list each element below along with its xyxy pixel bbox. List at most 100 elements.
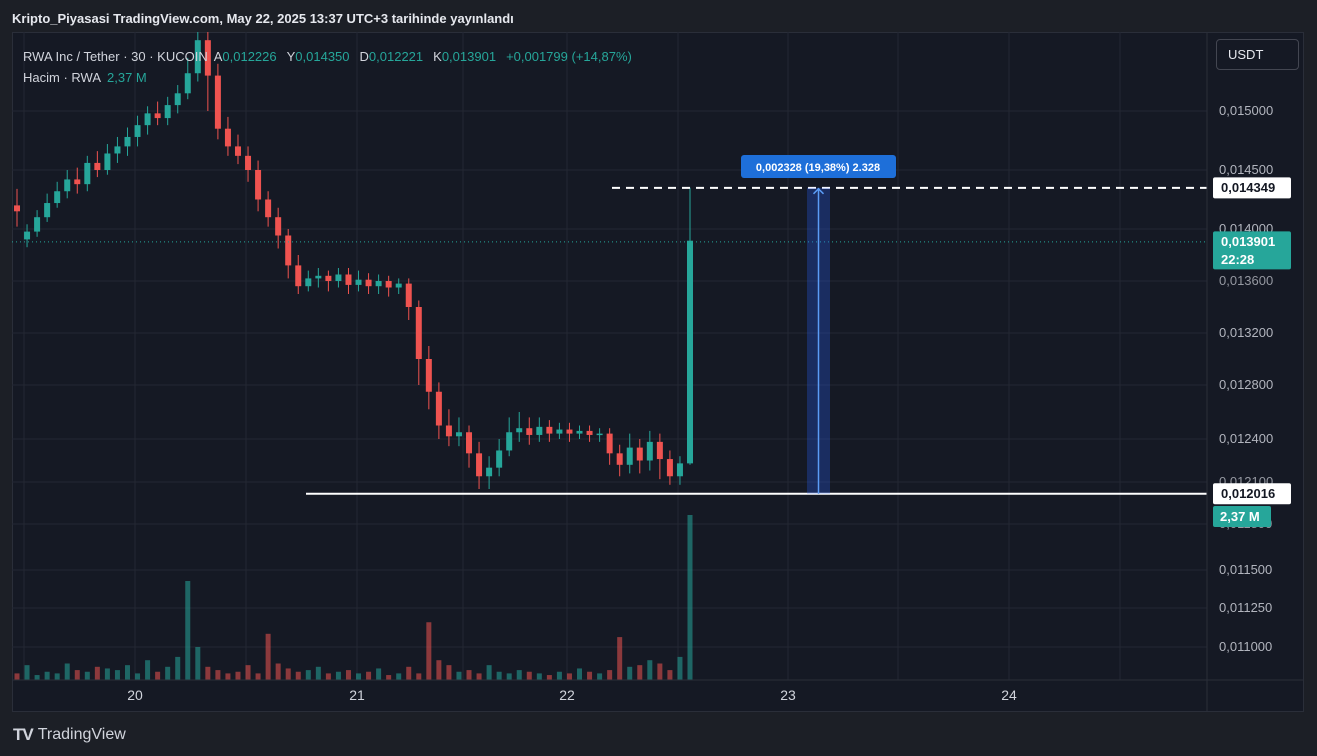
candle (355, 270, 362, 292)
volume-label[interactable]: Hacim · RWA (23, 70, 101, 85)
volume-bar (426, 622, 432, 680)
support-price-tag-bg (1213, 483, 1291, 505)
candle (265, 191, 272, 227)
candle-body (606, 433, 613, 454)
candle-body (616, 453, 623, 465)
volume-bar (305, 670, 311, 680)
candle (566, 422, 573, 442)
candle-body (636, 447, 643, 461)
candle-body (54, 191, 61, 204)
candle (586, 425, 593, 442)
candle-body (576, 430, 583, 434)
candle-body (646, 441, 653, 461)
tradingview-logo-icon[interactable]: TV (13, 725, 34, 744)
volume-bar (245, 665, 251, 680)
volume-bar (94, 666, 100, 680)
candle (44, 193, 51, 222)
volume-bar (255, 673, 261, 680)
candle (576, 425, 583, 439)
high-value: 0,014350 (295, 49, 350, 64)
candle (325, 270, 332, 292)
volume-bar (175, 656, 181, 680)
volume-bar (376, 668, 382, 680)
volume-bar (104, 668, 110, 680)
chart-canvas[interactable]: 0,002328 (19,38%) 2.328 0,015000 0,014500… (12, 32, 1304, 712)
candle (516, 412, 523, 442)
price-axis: 0,0150000,0145000,0140000,0136000,013200… (1213, 103, 1291, 654)
candle-body (305, 278, 312, 287)
candle (506, 417, 513, 457)
high-price-tag: 0,014349 (1213, 177, 1291, 199)
low-label: D (359, 49, 369, 64)
time-tick-label: 20 (127, 687, 143, 703)
footer: TV TradingView (13, 725, 126, 745)
volume-bar (345, 670, 351, 680)
candle (255, 160, 262, 212)
candle-body (84, 162, 91, 185)
candle (234, 134, 241, 165)
candle-body (687, 240, 693, 464)
volume-bar (536, 673, 542, 680)
candle (335, 268, 342, 288)
candle-body (214, 75, 221, 129)
candle (395, 278, 402, 294)
candle-body (295, 265, 302, 287)
candle (154, 101, 161, 126)
volume-bar (386, 675, 392, 680)
candle (204, 32, 211, 111)
time-tick-label: 23 (780, 687, 796, 703)
volume-bar (84, 671, 90, 680)
volume-bar (607, 670, 613, 680)
grid (12, 32, 1207, 680)
candle (646, 430, 653, 471)
volume-bar (64, 663, 70, 680)
candle-body (245, 155, 252, 170)
candle (385, 275, 392, 297)
volume-bar (275, 663, 281, 680)
candle (134, 115, 141, 147)
volume-bar (486, 665, 492, 680)
symbol-label[interactable]: RWA Inc / Tether · 30 · KUCOIN (23, 49, 208, 64)
candle-body (184, 73, 191, 94)
volume-bar (396, 673, 402, 680)
volume-bar (285, 668, 291, 680)
candle-body (194, 40, 201, 74)
volume-bar (165, 666, 171, 680)
current-price-tag: 0,013901 22:28 (1213, 231, 1291, 270)
footer-brand[interactable]: TradingView (37, 726, 126, 743)
volume-tag: 2,37 M (1213, 506, 1271, 527)
volume-bar (556, 671, 562, 680)
volume-bar (54, 673, 60, 680)
candle-body (64, 179, 71, 192)
price-tick-label: 0,011000 (1219, 639, 1272, 654)
volume-bar (335, 671, 341, 680)
volume-bar (155, 671, 161, 680)
volume-bar (34, 675, 40, 680)
volume-bar (406, 666, 412, 680)
candle-body (526, 428, 533, 435)
currency-button[interactable]: USDT (1216, 39, 1299, 70)
candle (164, 96, 171, 126)
chart-legend: RWA Inc / Tether · 30 · KUCOIN A0,012226… (23, 46, 632, 88)
volume-bar (185, 581, 191, 680)
candle-body (24, 231, 31, 240)
candle-body (275, 217, 282, 236)
volume-bar (215, 670, 221, 680)
current-price-tag-text: 0,013901 (1221, 234, 1275, 249)
candle-body (164, 105, 171, 119)
volume-bar (436, 660, 442, 680)
candle-body (34, 217, 41, 232)
candle (124, 127, 131, 156)
candle (224, 116, 231, 156)
candle-body (44, 203, 51, 218)
volume-bar (657, 663, 663, 680)
volume-bar (135, 673, 141, 680)
time-axis: 20 21 22 23 24 (12, 32, 1304, 712)
volume-bar (597, 673, 603, 680)
current-price-tag-text: 22:28 (1221, 252, 1254, 267)
candle (54, 181, 61, 208)
volume-bar (647, 660, 653, 680)
support-price-tag-text: 0,012016 (1221, 486, 1275, 501)
candle (365, 273, 372, 294)
candle (415, 300, 422, 385)
